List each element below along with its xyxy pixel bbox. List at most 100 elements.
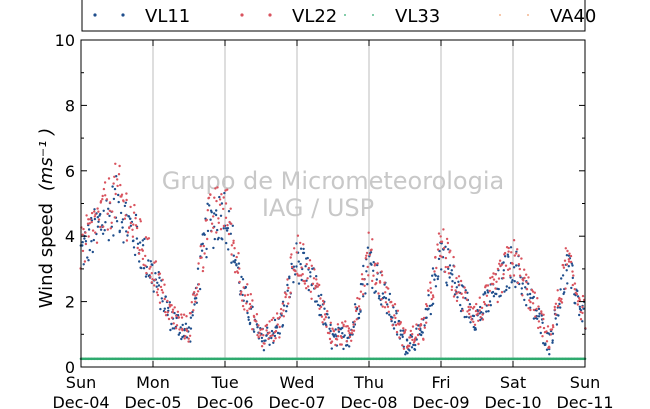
data-point	[260, 340, 264, 343]
data-point	[350, 329, 354, 332]
data-point	[328, 337, 332, 341]
data-point	[492, 272, 495, 275]
data-point	[505, 288, 508, 292]
legend-marker-va40	[499, 14, 501, 16]
data-point	[352, 329, 356, 332]
data-point	[380, 303, 383, 306]
data-point	[243, 294, 247, 297]
data-point	[272, 316, 275, 320]
data-point	[125, 198, 128, 202]
data-point	[282, 304, 286, 307]
data-point	[500, 291, 504, 294]
data-point	[275, 326, 279, 329]
data-point	[136, 242, 140, 245]
data-point	[554, 313, 557, 316]
data-point	[478, 296, 481, 299]
data-point	[294, 269, 297, 273]
data-point	[565, 263, 569, 266]
data-point	[230, 244, 234, 247]
data-point	[506, 268, 510, 271]
data-point	[233, 247, 236, 250]
data-point	[318, 307, 321, 310]
data-point	[494, 273, 497, 276]
data-point	[203, 252, 206, 255]
data-point	[302, 247, 305, 251]
data-point	[235, 255, 238, 259]
data-point	[164, 295, 167, 298]
data-point	[581, 294, 585, 298]
data-point	[421, 331, 424, 334]
data-point	[278, 332, 281, 335]
data-point	[295, 242, 298, 245]
data-point	[112, 197, 116, 201]
data-point	[102, 209, 105, 212]
data-point	[581, 305, 584, 309]
data-point	[183, 337, 186, 340]
data-point	[416, 333, 420, 337]
data-point	[308, 259, 312, 262]
data-point	[246, 293, 250, 297]
data-point	[538, 312, 541, 315]
data-point	[153, 278, 156, 282]
data-point	[419, 323, 423, 326]
data-point	[200, 256, 203, 259]
data-point	[90, 240, 93, 243]
data-point	[206, 237, 209, 241]
data-point	[209, 193, 212, 196]
data-point	[423, 326, 426, 329]
data-point	[348, 335, 352, 339]
data-point	[464, 290, 467, 294]
data-point	[527, 282, 530, 285]
data-point	[196, 290, 200, 293]
data-point	[350, 339, 353, 342]
data-point	[241, 304, 245, 308]
data-point	[260, 336, 264, 340]
data-point	[361, 283, 364, 286]
data-point	[321, 321, 324, 324]
data-point	[114, 192, 117, 196]
data-point	[472, 314, 476, 318]
data-point	[217, 217, 220, 220]
data-point	[374, 290, 377, 293]
data-point	[180, 313, 183, 316]
data-point	[256, 333, 259, 337]
watermark-line-1: Grupo de Micrometeorologia	[162, 167, 504, 195]
data-point	[525, 304, 528, 307]
data-point	[237, 262, 241, 265]
x-tick-day: Wed	[280, 373, 315, 392]
data-point	[540, 312, 543, 315]
data-point	[90, 220, 93, 224]
data-point	[306, 256, 309, 260]
data-point	[408, 342, 412, 345]
data-point	[248, 322, 252, 326]
data-point	[216, 228, 219, 232]
data-point	[434, 285, 438, 288]
data-point	[282, 315, 285, 318]
data-point	[442, 247, 446, 250]
data-point	[486, 289, 489, 292]
legend-label-vl33: VL33	[395, 6, 440, 27]
data-point	[233, 261, 237, 264]
data-point	[455, 276, 458, 280]
data-point	[341, 332, 344, 335]
data-point	[406, 346, 409, 350]
watermark-line-2: IAG / USP	[262, 194, 374, 222]
data-point	[209, 218, 212, 221]
data-point	[509, 274, 512, 277]
data-point	[246, 283, 249, 286]
data-point	[195, 286, 198, 289]
data-point	[473, 305, 476, 309]
data-point	[507, 255, 510, 258]
data-point	[481, 313, 484, 316]
data-point	[465, 315, 468, 319]
data-point	[214, 187, 217, 190]
data-point	[177, 333, 180, 336]
data-point	[541, 335, 544, 338]
data-point	[301, 273, 304, 276]
data-point	[560, 301, 564, 304]
data-point	[117, 173, 121, 176]
data-point	[479, 318, 482, 322]
data-point	[495, 292, 498, 296]
data-point	[201, 242, 204, 245]
data-point	[390, 319, 393, 323]
